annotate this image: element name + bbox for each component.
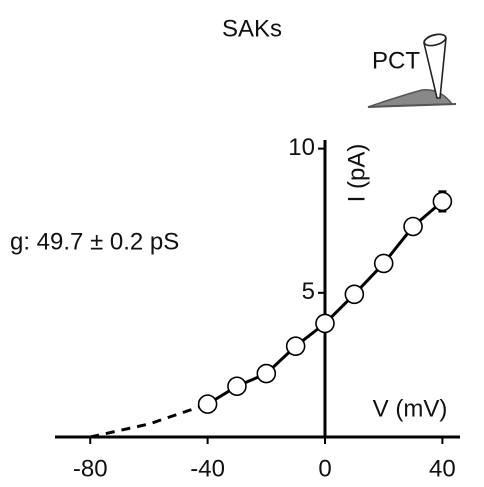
data-point [432, 191, 453, 212]
pct-icon [367, 33, 457, 108]
data-point [403, 216, 423, 237]
annotation: g: 49.7 ± 0.2 pS [10, 228, 179, 255]
data-point [315, 313, 335, 334]
x-tick-label: 0 [318, 455, 331, 482]
annotation: PCT [372, 47, 420, 74]
chart-title: SAKs [222, 15, 282, 42]
y-tick-label: 5 [302, 278, 315, 305]
x-axis-label: V (mV) [373, 395, 448, 422]
data-point [256, 363, 277, 384]
data-point [197, 394, 218, 414]
y-axis-label: I (pA) [343, 144, 370, 203]
data-point [373, 253, 394, 274]
extrapolation-line [89, 402, 209, 439]
data-point [227, 376, 247, 397]
y-tick-label: 10 [288, 134, 315, 161]
x-tick-label: -40 [190, 455, 225, 482]
x-tick-label: -80 [73, 455, 108, 482]
data-point [285, 336, 306, 356]
x-tick-label: 40 [429, 455, 456, 482]
data-point [344, 284, 365, 305]
